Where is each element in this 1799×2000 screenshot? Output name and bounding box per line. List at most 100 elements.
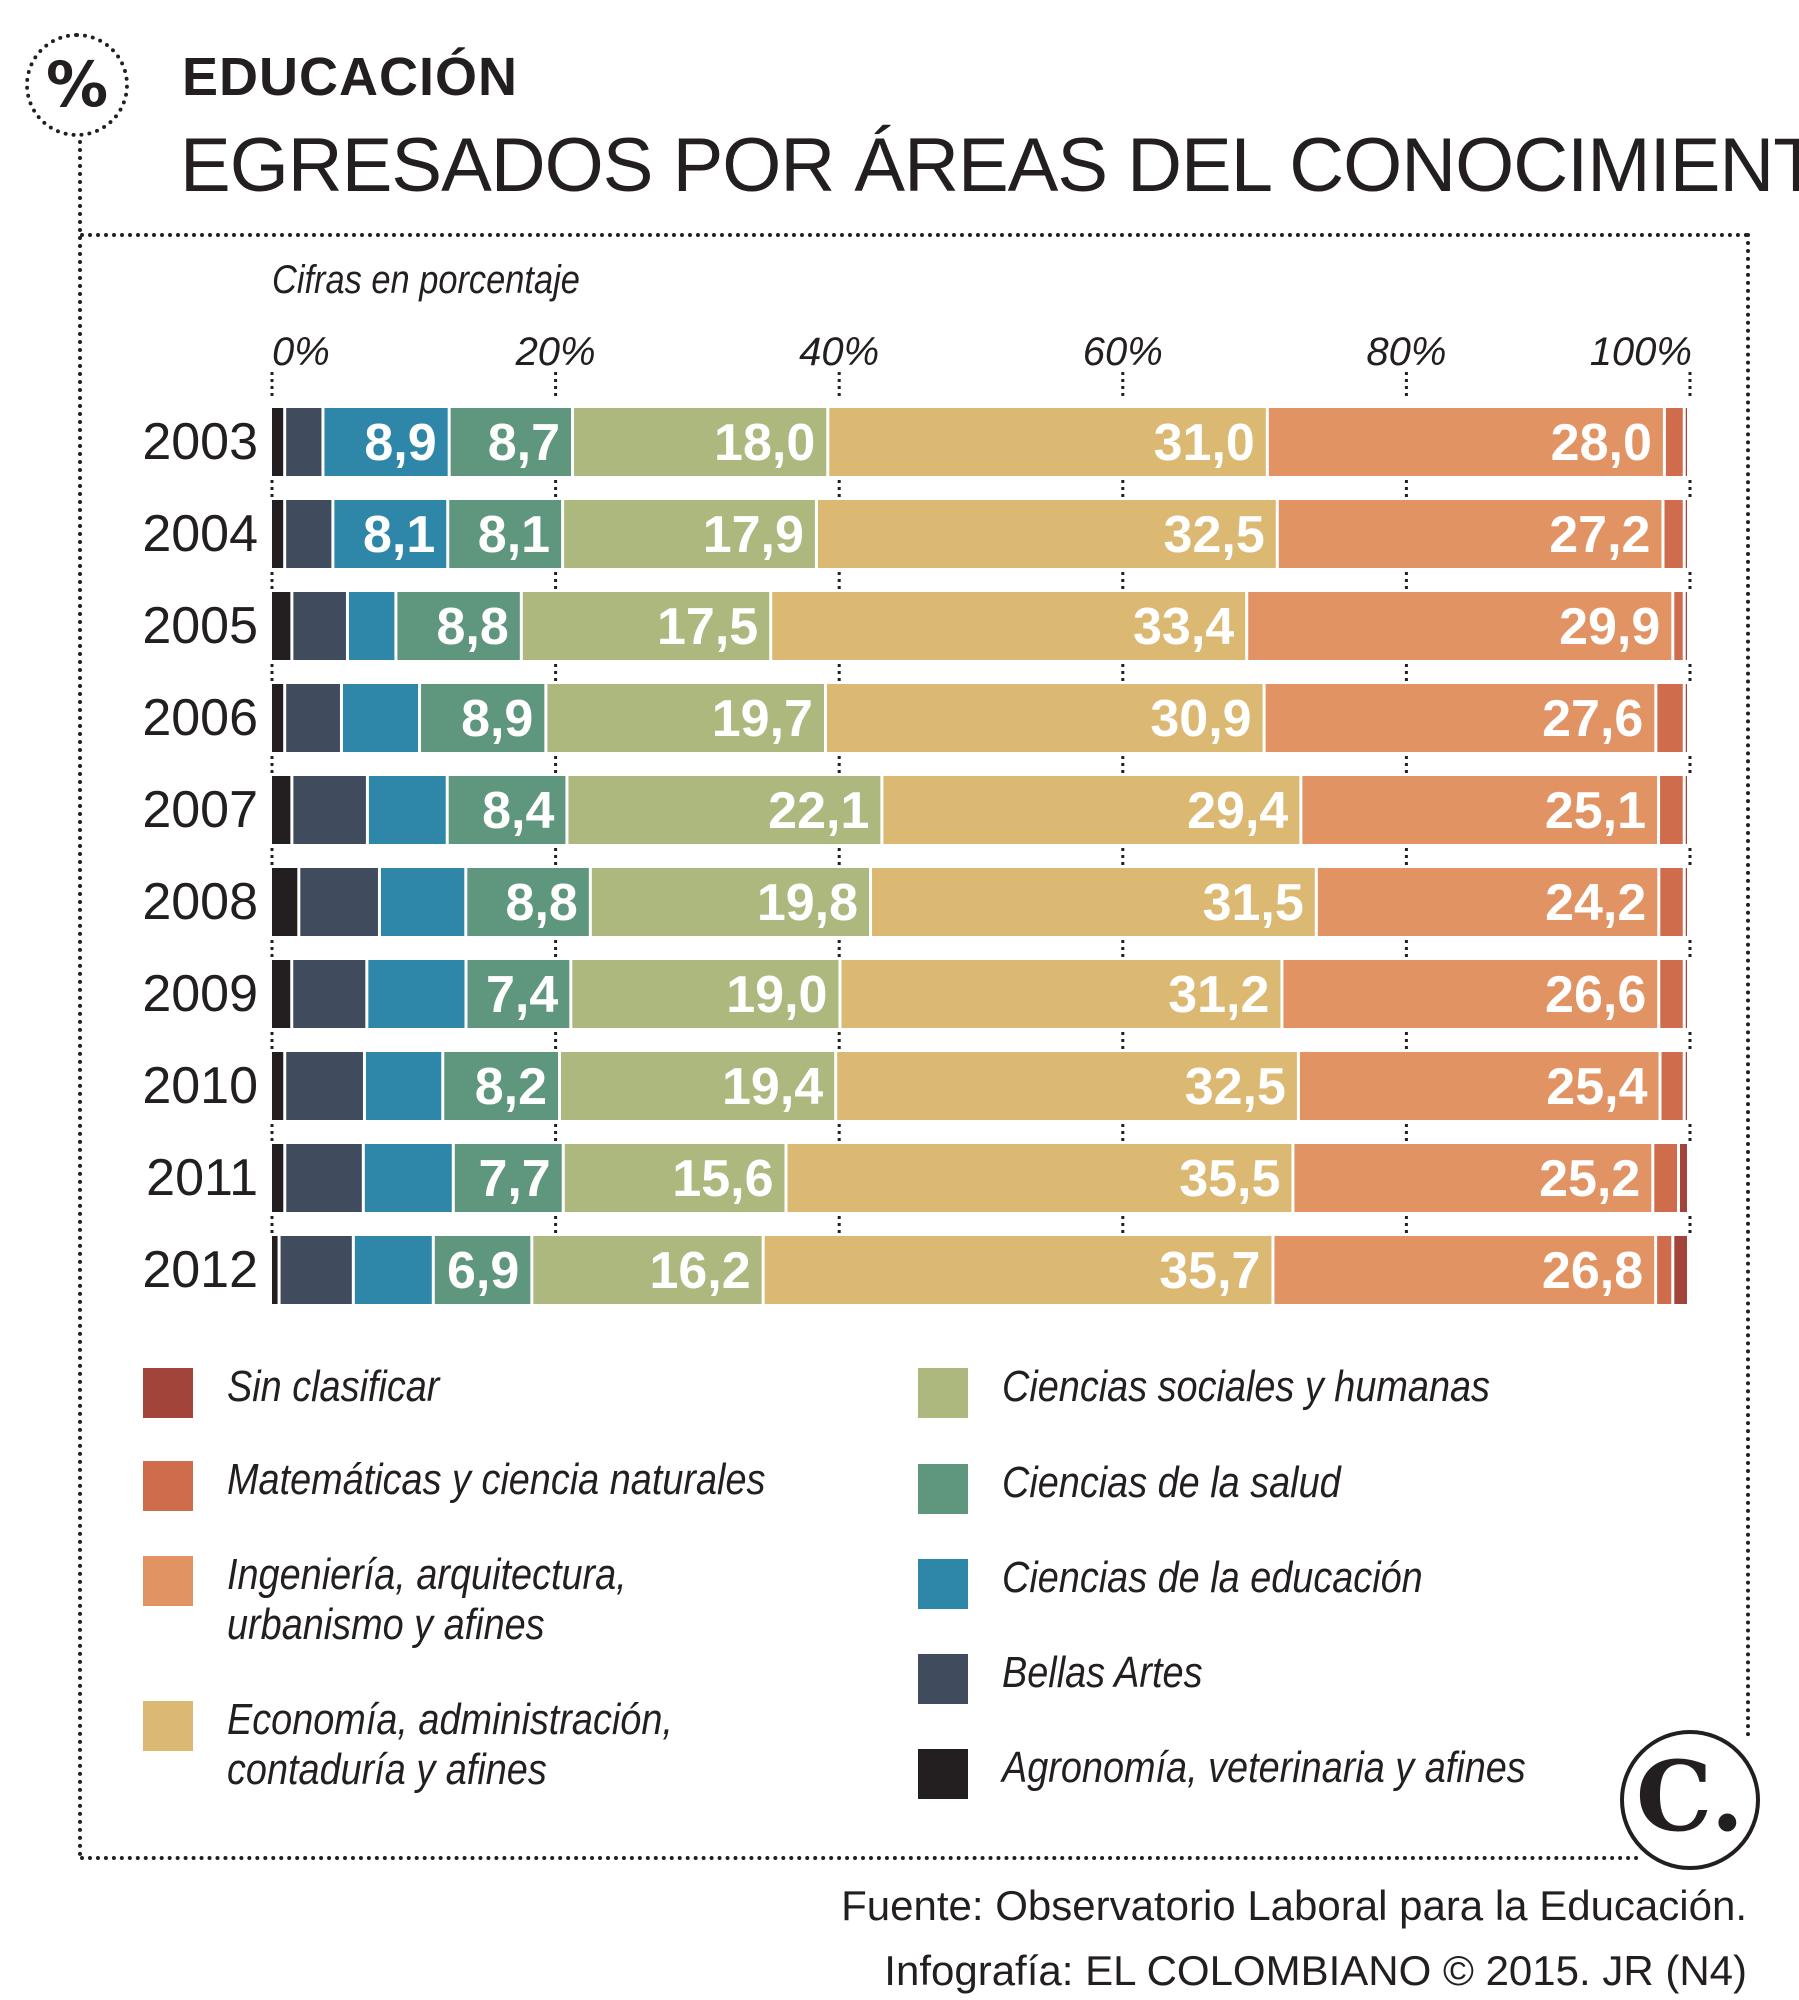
bar-segment [364,1144,452,1212]
bar-segment [1661,1052,1683,1120]
legend-swatch [918,1368,968,1418]
bar-segment [574,408,827,476]
bar-segment [324,408,448,476]
bar-segment [1685,592,1687,660]
y-category-label: 2011 [146,1149,258,1207]
legend-label: urbanismo y afines [227,1600,545,1649]
data-label: 27,6 [1542,690,1643,748]
section-label: EDUCACIÓN [182,47,519,107]
data-label: 22,1 [768,782,869,840]
bar-segment [293,960,366,1028]
data-label: 8,4 [482,782,554,840]
data-label: 19,0 [726,966,827,1024]
data-label: 25,2 [1539,1150,1640,1208]
bar-segment [568,776,881,844]
bar-segment [572,960,839,1028]
bar-segment [293,592,346,660]
data-label: 17,9 [703,506,804,564]
x-tick-label: 60% [1083,330,1163,374]
data-label: 8,9 [461,690,533,748]
data-label: 8,8 [506,874,578,932]
bar-segment [564,500,815,568]
legend-label: Bellas Artes [1002,1648,1203,1697]
legend-label: Economía, administración, [227,1695,673,1744]
data-label: 26,8 [1542,1242,1643,1300]
bar-segment [1685,500,1687,568]
y-category-label: 2006 [142,689,258,747]
bar-segment [1685,408,1687,476]
bar-segment [1685,684,1687,752]
bar-segment [434,1236,531,1304]
bar-segment [286,408,322,476]
bar-segment [1265,684,1655,752]
data-label: 26,6 [1545,966,1646,1024]
bar-segment [380,868,465,936]
bar-segment [293,776,366,844]
data-label: 25,1 [1545,782,1646,840]
y-category-label: 2009 [142,965,258,1023]
legend-swatch [143,1701,193,1751]
bar-segment [334,500,447,568]
legend-swatch [918,1749,968,1799]
bar-segment [826,684,1263,752]
bar-segment [522,592,770,660]
data-label: 19,4 [722,1058,823,1116]
data-label: 31,0 [1154,414,1255,472]
bar-segment [368,960,465,1028]
bar-segment [272,1144,284,1212]
data-label: 24,2 [1545,874,1646,932]
bar-segment [1299,1052,1659,1120]
y-category-label: 2005 [142,597,258,655]
bar-segment [272,1052,284,1120]
bar-segment [1660,776,1683,844]
el-colombiano-logo: C. [1620,1730,1760,1870]
bar-segment [591,868,870,936]
bar-segment [272,776,291,844]
data-label: 18,0 [714,414,815,472]
bar-segment [1274,1236,1655,1304]
bar-segment [1685,960,1687,1028]
bar-segment [1294,1144,1652,1212]
legend-swatch [143,1461,193,1511]
data-label: 6,9 [447,1242,519,1300]
legend-label: Sin clasificar [227,1362,440,1411]
data-label: 15,6 [672,1150,773,1208]
data-label: 8,2 [475,1058,547,1116]
bar-segment [1674,1236,1687,1304]
bar-segment [1685,868,1687,936]
page-title: EGRESADOS POR ÁREAS DEL CONOCIMIENTO [180,123,1799,208]
bar-segment [1268,408,1663,476]
bar-segment [561,1052,835,1120]
bar-segment [448,776,566,844]
frame-top-border [80,233,1750,237]
data-label: 30,9 [1150,690,1251,748]
x-tick-label: 0% [272,330,330,374]
data-label: 16,2 [649,1242,750,1300]
y-category-label: 2010 [142,1057,258,1115]
legend-label: Ciencias de la educación [1002,1553,1423,1602]
bar-segment [1657,684,1683,752]
data-label: 29,9 [1559,598,1660,656]
bar-segment [787,1144,1292,1212]
percent-badge-icon: % [25,33,129,137]
stacked-bar-chart: 0% 20% 40% 60% 80% 100% 2003 8,9 8,7 18,0 31,0 28,0… [142,330,1692,1304]
bar-segment [1685,776,1687,844]
data-label: 28,0 [1551,414,1652,472]
legend-label: Ciencias sociales y humanas [1002,1362,1490,1411]
bar-segment [1660,868,1683,936]
x-tick-label: 80% [1366,330,1446,374]
bar-segment [449,500,562,568]
frame-right-border [1746,233,1750,1738]
y-category-label: 2012 [142,1241,258,1299]
logo-mark: C. [1635,1740,1745,1853]
bar-segment [286,500,332,568]
bar-segment [1665,408,1683,476]
legend-swatch [918,1654,968,1704]
bar-segment [1660,960,1683,1028]
chart-subtitle: Cifras en porcentaje [272,258,580,302]
bar-segment [829,408,1266,476]
bar-segment [272,500,284,568]
bar-segment [841,960,1281,1028]
bar-segment [772,592,1246,660]
bar-segment [817,500,1276,568]
